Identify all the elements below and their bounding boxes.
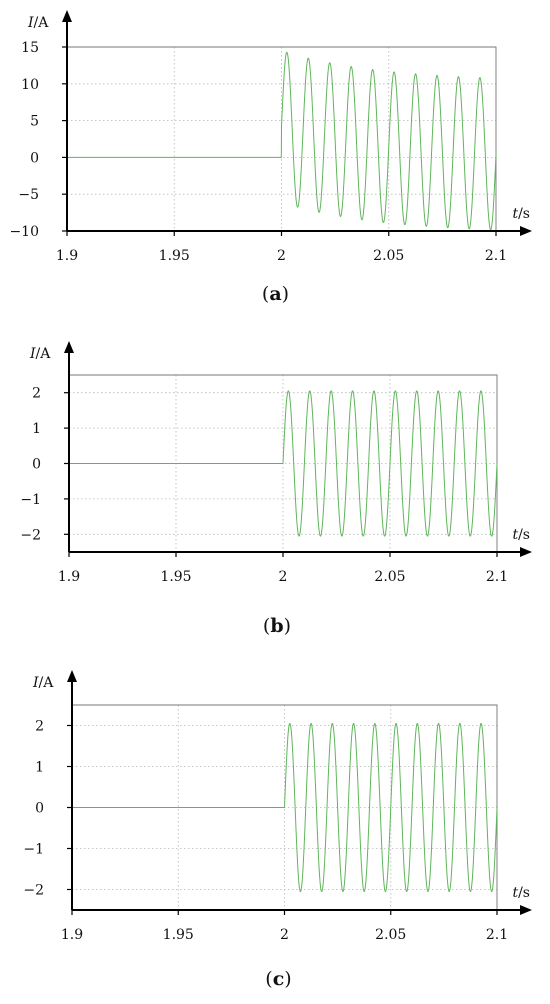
- x-axis-label: t/s: [512, 206, 530, 222]
- current-series-line: [67, 51, 497, 231]
- panel-1: 1.9 1.95 2 2.05 2.1 15 10 5 0 −5 −10 I/A t/s (a): [9, 10, 532, 305]
- x-tick-label: 2.1: [486, 569, 508, 585]
- y-tick-label: 15: [21, 40, 39, 56]
- y-tick-label: −2: [23, 883, 44, 899]
- x-tick-label: 1.9: [61, 927, 83, 943]
- x-tick-label: 2.05: [374, 569, 405, 585]
- x-tick-label: 2.1: [486, 927, 508, 943]
- y-axis-label: I/A: [29, 346, 51, 362]
- y-tick-label: −10: [9, 224, 39, 240]
- y-axis-label: I/A: [32, 675, 54, 691]
- x-axis-label: t/s: [512, 885, 530, 901]
- y-tick-label: 1: [35, 760, 44, 776]
- y-tick-label: −2: [20, 527, 41, 543]
- x-tick-label: 1.95: [159, 248, 190, 264]
- y-tick-label: 10: [21, 77, 39, 93]
- y-tick-label: −1: [23, 842, 44, 858]
- current-series-line: [69, 390, 498, 537]
- x-tick-label: 2.05: [375, 927, 406, 943]
- y-axis-arrow: [64, 341, 74, 353]
- x-tick-label: 2.05: [373, 248, 404, 264]
- plot-frame: [69, 374, 498, 552]
- y-tick-label: 5: [30, 114, 39, 130]
- x-tick-label: 1.9: [56, 248, 78, 264]
- x-tick-label: 1.9: [58, 569, 80, 585]
- y-tick-label: 0: [32, 457, 41, 473]
- panel-2: 1.9 1.95 2 2.05 2.1 2 1 0 −1 −2 I/A t/s (b): [20, 341, 532, 637]
- plot-frame: [72, 704, 498, 910]
- x-axis-arrow: [520, 226, 532, 236]
- x-tick-label: 1.95: [163, 927, 194, 943]
- y-tick-label: 0: [35, 801, 44, 817]
- x-tick-label: 2: [277, 248, 286, 264]
- panel-label: (c): [265, 968, 291, 990]
- y-axis-label: I/A: [27, 15, 49, 31]
- panel-3: 1.9 1.95 2 2.05 2.1 2 1 0 −1 −2 I/A t/s (c): [23, 670, 532, 990]
- y-tick-label: 2: [35, 719, 44, 735]
- y-tick-label: −5: [18, 187, 39, 203]
- x-tick-label: 1.95: [160, 569, 191, 585]
- panel-label: (a): [262, 283, 289, 305]
- y-tick-label: 1: [32, 421, 41, 437]
- y-axis-arrow: [67, 670, 77, 682]
- y-axis-arrow: [62, 10, 72, 22]
- x-tick-label: 2: [280, 927, 289, 943]
- y-tick-label: 2: [32, 386, 41, 402]
- plot-frame: [67, 46, 497, 231]
- x-tick-label: 2: [279, 569, 288, 585]
- x-axis-label: t/s: [512, 527, 530, 543]
- y-tick-label: −1: [20, 492, 41, 508]
- panel-label: (b): [263, 615, 291, 637]
- x-axis-arrow: [520, 905, 532, 915]
- x-axis-arrow: [520, 547, 532, 557]
- current-series-line: [72, 722, 498, 893]
- x-tick-label: 2.1: [485, 248, 507, 264]
- y-tick-label: 0: [30, 150, 39, 166]
